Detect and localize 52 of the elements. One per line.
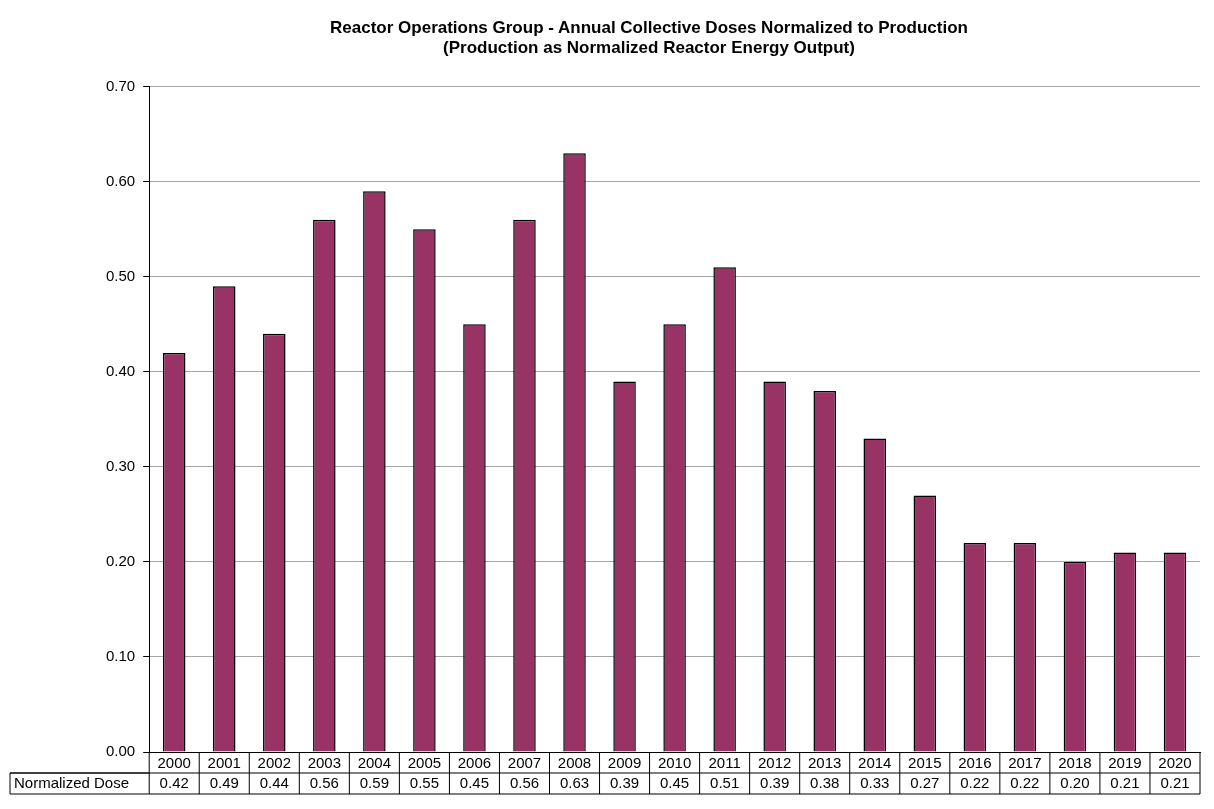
x-tick-label: 2018 — [1058, 754, 1092, 772]
x-tick-label: 2010 — [657, 754, 692, 772]
data-label: 0.33 — [860, 773, 890, 791]
data-label: 0.55 — [409, 773, 440, 791]
x-tick-label: 2004 — [357, 754, 392, 772]
data-label: 0.42 — [159, 773, 189, 791]
x-tick-label: 2007 — [507, 754, 542, 772]
data-label: 0.39 — [609, 773, 640, 791]
x-tick-label: 2006 — [457, 754, 492, 772]
text: Normalized Dose — [14, 773, 130, 791]
y-tick-label: 0.40 — [105, 362, 136, 380]
x-tick-label: 2013 — [808, 754, 842, 772]
x-tick-label: 2016 — [958, 754, 992, 772]
y-tick-label: 0.60 — [105, 171, 136, 189]
data-label: 0.27 — [910, 773, 940, 791]
x-tick-label: 2002 — [257, 754, 291, 772]
data-label: 0.56 — [509, 773, 540, 791]
x-tick-label: 2012 — [757, 754, 792, 772]
y-tick-label: 0.30 — [105, 457, 136, 475]
x-tick-label: 2011 — [708, 754, 741, 772]
data-label: 0.49 — [209, 773, 239, 791]
data-label: 0.59 — [359, 773, 389, 791]
x-tick-label: 2020 — [1158, 754, 1192, 772]
x-tick-label: 2015 — [908, 754, 942, 772]
chart-title: Reactor Operations Group - Annual Collective Doses Normalized to Production (Production as Normalized Reactor Energy Output) — [330, 17, 968, 58]
data-label: 0.22 — [1010, 773, 1040, 791]
data-label: 0.45 — [660, 773, 690, 791]
x-tick-label: 2001 — [207, 754, 241, 772]
y-tick-label: 0.70 — [105, 76, 136, 94]
data-label: 0.63 — [559, 773, 590, 791]
y-tick-label: 0.20 — [105, 552, 136, 570]
data-label: 0.22 — [960, 773, 990, 791]
y-tick-label: 0.10 — [105, 647, 136, 665]
x-tick-label: 2014 — [858, 754, 892, 772]
data-label: 0.51 — [710, 773, 740, 791]
data-label: 0.45 — [459, 773, 490, 791]
x-tick-label: 2019 — [1108, 754, 1142, 772]
x-tick-label: 2000 — [157, 754, 191, 772]
x-tick-label: 2003 — [307, 754, 342, 772]
data-label: 0.21 — [1160, 773, 1190, 791]
x-tick-label: 2008 — [557, 754, 592, 772]
data-label: 0.38 — [810, 773, 840, 791]
y-tick-label: 0.50 — [105, 267, 136, 284]
data-label: 0.56 — [309, 773, 339, 791]
y-tick-label: 0.00 — [105, 742, 136, 760]
data-label: 0.20 — [1060, 773, 1090, 791]
data-label: 0.44 — [259, 773, 289, 791]
x-tick-label: 2009 — [607, 754, 642, 772]
x-tick-label: 2005 — [407, 754, 442, 772]
data-label: 0.39 — [760, 773, 790, 791]
x-tick-label: 2017 — [1008, 754, 1042, 772]
data-label: 0.21 — [1110, 773, 1140, 791]
